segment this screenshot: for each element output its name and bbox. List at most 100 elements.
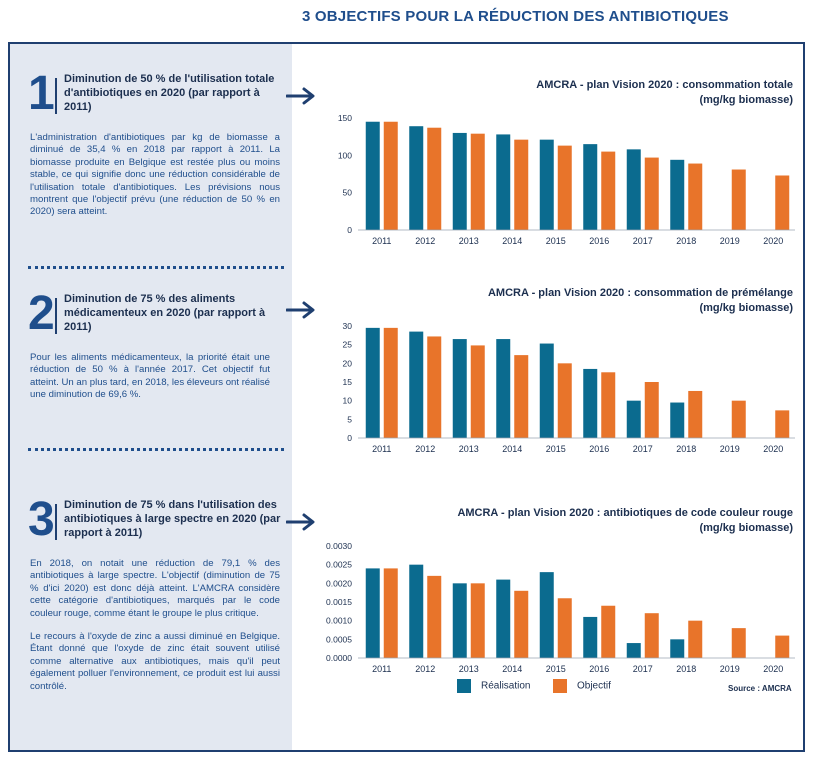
- objective-number: 3: [28, 493, 55, 546]
- chart-title: AMCRA - plan Vision 2020 : antibiotiques…: [373, 506, 793, 536]
- number-divider: [55, 298, 57, 334]
- chart-title: AMCRA - plan Vision 2020 : consommation …: [373, 286, 793, 316]
- bar-objectif: [514, 355, 529, 438]
- paragraph: L'administration d'antibiotiques par kg …: [30, 132, 280, 218]
- bar-objectif: [383, 568, 398, 658]
- bar-objectif: [557, 363, 572, 438]
- x-tick-label: 2015: [546, 444, 566, 454]
- x-tick-label: 2019: [720, 664, 740, 674]
- bar-realisation: [539, 343, 554, 438]
- x-tick-label: 2014: [502, 236, 522, 246]
- y-tick-label: 0.0025: [326, 560, 352, 570]
- objective-heading: Diminution de 75 % dans l'utilisation de…: [64, 499, 281, 539]
- x-tick-label: 2013: [459, 444, 479, 454]
- objective-number: 1: [28, 67, 55, 120]
- x-tick-label: 2011: [372, 444, 391, 454]
- bar-realisation: [583, 144, 598, 230]
- chart-unit: (mg/kg biomasse): [699, 522, 793, 534]
- x-tick-label: 2019: [720, 444, 740, 454]
- y-tick-label: 0.0020: [326, 578, 352, 588]
- bar-objectif: [731, 400, 746, 438]
- y-tick-label: 0.0000: [326, 653, 352, 663]
- number-divider: [55, 504, 57, 540]
- bar-realisation: [365, 327, 380, 438]
- bar-objectif: [470, 133, 485, 230]
- y-tick-label: 20: [343, 358, 353, 368]
- y-tick-label: 0.0005: [326, 634, 352, 644]
- x-tick-label: 2011: [372, 664, 391, 674]
- bar-objectif: [557, 598, 572, 658]
- bar-realisation: [365, 568, 380, 658]
- x-tick-label: 2013: [459, 664, 479, 674]
- bar-objectif: [644, 157, 659, 230]
- bar-objectif: [775, 410, 790, 438]
- bar-realisation: [409, 331, 424, 438]
- y-tick-label: 15: [343, 377, 353, 387]
- x-tick-label: 2015: [546, 236, 566, 246]
- left-panel: [10, 44, 292, 750]
- bar-realisation: [583, 616, 598, 658]
- arrow-right-icon: [286, 87, 315, 105]
- objective-number: 2: [28, 287, 55, 340]
- legend-label: Réalisation: [481, 680, 531, 692]
- bar-chart: 0 50 100 150 2011 2012 2013 2014 2015 2016 2017 201…: [338, 113, 795, 246]
- bar-objectif: [557, 145, 572, 230]
- x-tick-label: 2012: [415, 664, 435, 674]
- chart-title-text: AMCRA - plan Vision 2020 : consommation …: [487, 287, 793, 299]
- bar-realisation: [670, 159, 685, 230]
- dotted-separator: [28, 266, 284, 269]
- paragraph: En 2018, on notait une réduction de 79,1…: [30, 558, 280, 619]
- x-tick-label: 2016: [589, 664, 609, 674]
- y-tick-label: 5: [347, 414, 352, 424]
- x-tick-label: 2017: [633, 236, 653, 246]
- bar-realisation: [496, 134, 511, 230]
- paragraph: Le recours à l'oxyde de zinc a aussi dim…: [30, 631, 280, 692]
- bar-realisation: [626, 400, 641, 438]
- y-tick-label: 25: [343, 340, 353, 350]
- y-tick-label: 0.0010: [326, 616, 352, 626]
- bar-realisation: [409, 126, 424, 230]
- x-tick-label: 2012: [415, 444, 435, 454]
- objective-text: Pour les aliments médicamenteux, la prio…: [30, 352, 270, 413]
- y-tick-label: 150: [338, 113, 352, 123]
- y-tick-label: 0.0030: [326, 541, 352, 551]
- chart-unit: (mg/kg biomasse): [699, 94, 793, 106]
- legend-label: Objectif: [577, 680, 611, 692]
- y-tick-label: 30: [343, 321, 353, 331]
- legend-item-realisation: Réalisation: [457, 679, 530, 693]
- legend-swatch-objectif: [553, 679, 567, 693]
- chart-title-text: AMCRA - plan Vision 2020 : consommation …: [536, 79, 793, 91]
- x-tick-label: 2019: [720, 236, 740, 246]
- bar-objectif: [644, 382, 659, 438]
- x-tick-label: 2015: [546, 664, 566, 674]
- bar-realisation: [670, 639, 685, 658]
- x-tick-label: 2018: [676, 236, 696, 246]
- chart-title: AMCRA - plan Vision 2020 : consommation …: [373, 78, 793, 108]
- bar-objectif: [688, 620, 703, 658]
- y-tick-label: 0: [347, 225, 352, 235]
- source-note: Source : AMCRA: [728, 684, 792, 693]
- bar-realisation: [365, 121, 380, 230]
- bar-objectif: [427, 127, 442, 230]
- x-tick-label: 2011: [372, 236, 391, 246]
- bar-objectif: [427, 336, 442, 438]
- bar-realisation: [583, 368, 598, 438]
- chart-red-code-antibiotics: AMCRA - plan Vision 2020 : antibiotiques…: [310, 506, 805, 686]
- bar-objectif: [644, 613, 659, 658]
- objective-heading: Diminution de 75 % des aliments médicame…: [64, 293, 266, 333]
- bar-realisation: [496, 579, 511, 658]
- x-tick-label: 2020: [763, 444, 783, 454]
- bar-objectif: [731, 169, 746, 230]
- bar-objectif: [514, 139, 529, 230]
- bar-realisation: [452, 583, 467, 658]
- x-tick-label: 2014: [502, 664, 522, 674]
- page-title: 3 OBJECTIFS POUR LA RÉDUCTION DES ANTIBI…: [302, 8, 729, 25]
- x-tick-label: 2018: [676, 444, 696, 454]
- bar-objectif: [601, 372, 616, 438]
- bar-objectif: [383, 121, 398, 230]
- bar-realisation: [670, 402, 685, 438]
- infographic-frame: 1 Diminution de 50 % de l'utilisation to…: [8, 42, 805, 752]
- bar-objectif: [383, 327, 398, 438]
- bar-realisation: [452, 132, 467, 230]
- paragraph: Pour les aliments médicamenteux, la prio…: [30, 352, 270, 401]
